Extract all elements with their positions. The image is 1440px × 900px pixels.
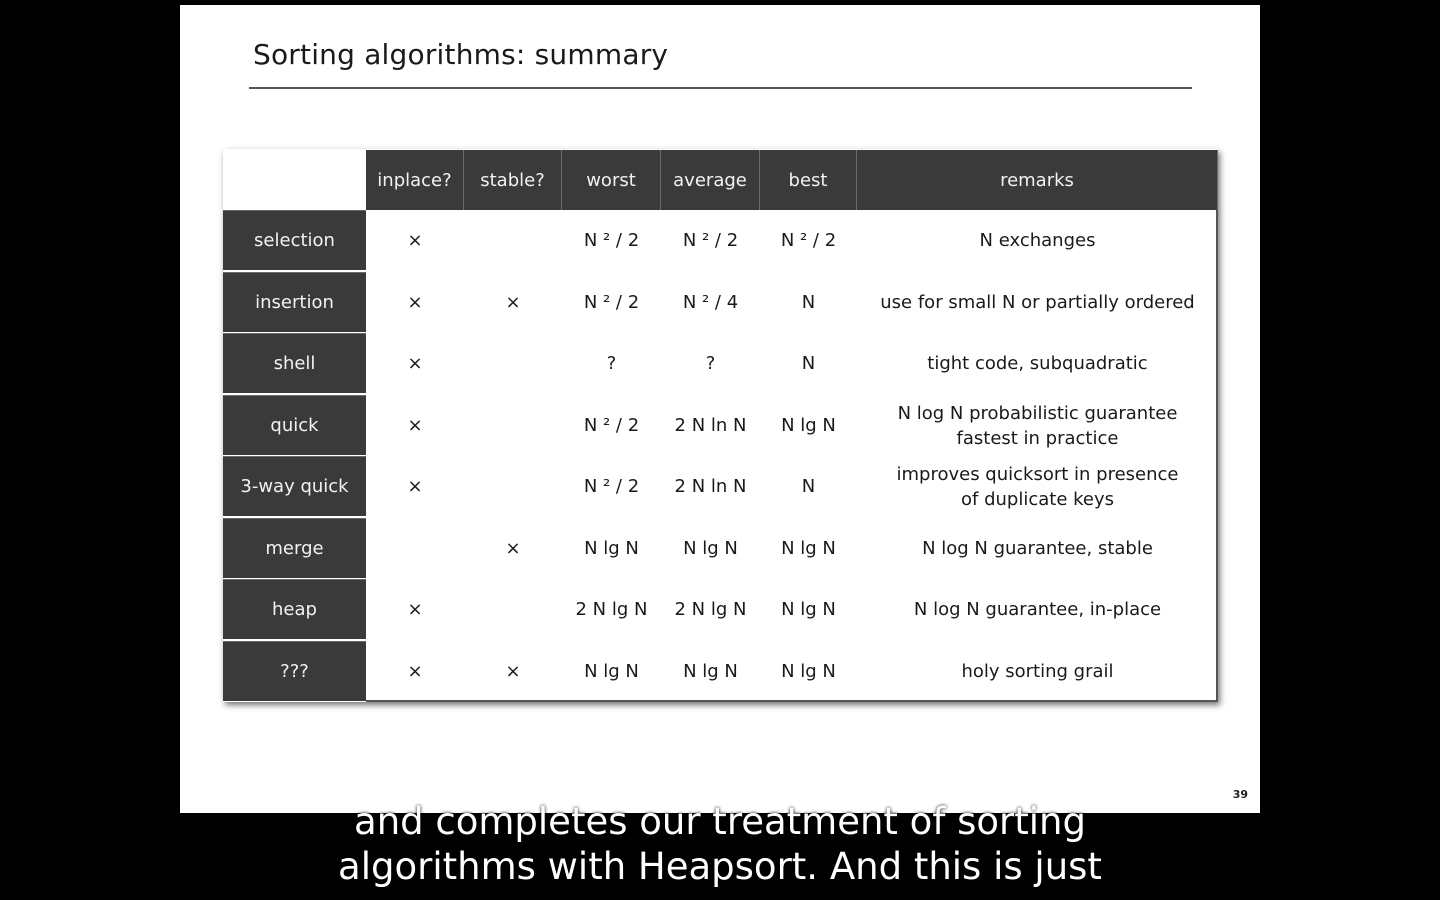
row-label: insertion (223, 272, 366, 332)
cell-worst: N lg N (584, 538, 639, 559)
row-label: 3-way quick (223, 456, 366, 516)
header-worst: worst (562, 150, 661, 210)
header-average: average (661, 150, 760, 210)
title-rule (249, 87, 1192, 89)
cell-inplace: × (407, 661, 423, 682)
cell-worst: N ² / 2 (583, 415, 640, 436)
cell-best: N lg N (781, 599, 836, 620)
cell-remarks: N log N guarantee, stable (857, 518, 1218, 579)
cell-best: N lg N (781, 661, 836, 682)
cell-stable (464, 395, 562, 456)
cell-remarks: improves quicksort in presence of duplica… (857, 456, 1218, 517)
remark-line: N exchanges (979, 230, 1096, 251)
cell-worst: ? (606, 353, 617, 374)
slide: Sorting algorithms: summary 39 inplace? s… (180, 5, 1260, 813)
table-body (366, 210, 1218, 702)
cell-inplace: × (407, 599, 423, 620)
cell-remarks: use for small N or partially ordered (857, 272, 1218, 333)
cell-best: N (801, 353, 816, 374)
cell-stable: × (505, 292, 521, 313)
caption-line-1: and completes our treatment of sorting (354, 800, 1086, 843)
cell-stable (464, 579, 562, 640)
cell-best: N lg N (781, 538, 836, 559)
caption-line-2: algorithms with Heapsort. And this is ju… (338, 845, 1102, 888)
cell-remarks: tight code, subquadratic (857, 333, 1218, 394)
remark-line: N log N guarantee, in-place (913, 599, 1162, 620)
row-label: ??? (223, 641, 366, 701)
row-label: heap (223, 579, 366, 639)
cell-average: N ² / 2 (682, 230, 739, 251)
cell-average: N ² / 4 (682, 292, 739, 313)
header-stable: stable? (464, 150, 562, 210)
cell-stable: × (505, 538, 521, 559)
cell-worst: N ² / 2 (583, 476, 640, 497)
row-label: merge (223, 518, 366, 578)
cell-inplace: × (407, 353, 423, 374)
cell-average: ? (705, 353, 716, 374)
remark-line: holy sorting grail (961, 661, 1114, 682)
cell-remarks: N log N guarantee, in-place (857, 579, 1218, 640)
header-remarks: remarks (857, 150, 1218, 210)
cell-average: N lg N (683, 661, 738, 682)
header-inplace: inplace? (366, 150, 464, 210)
cell-worst: N lg N (584, 661, 639, 682)
remark-line: fastest in practice (956, 427, 1119, 449)
cell-inplace: × (407, 292, 423, 313)
cell-inplace (366, 518, 464, 579)
cell-inplace: × (407, 415, 423, 436)
cell-worst: N ² / 2 (583, 230, 640, 251)
slide-title: Sorting algorithms: summary (253, 38, 669, 71)
cell-best: N lg N (781, 415, 836, 436)
cell-inplace: × (407, 476, 423, 497)
remark-line: use for small N or partially ordered (880, 292, 1195, 313)
cell-remarks: N log N probabilistic guarantee fastest i… (857, 395, 1218, 456)
remark-line: tight code, subquadratic (927, 353, 1148, 374)
cell-stable (464, 456, 562, 517)
cell-remarks: holy sorting grail (857, 641, 1218, 702)
remark-line: N log N guarantee, stable (922, 538, 1153, 559)
row-label: selection (223, 210, 366, 270)
cell-best: N (801, 476, 816, 497)
cell-remarks: N exchanges (857, 210, 1218, 271)
cell-worst: N ² / 2 (583, 292, 640, 313)
page-number: 39 (1232, 788, 1248, 801)
remark-line: of duplicate keys (961, 488, 1114, 510)
header-best: best (760, 150, 857, 210)
row-label: quick (223, 395, 366, 455)
remark-line: improves quicksort in presence (896, 463, 1179, 485)
cell-average: N lg N (683, 538, 738, 559)
cell-average: 2 N lg N (674, 599, 747, 620)
cell-stable (464, 333, 562, 394)
row-label: shell (223, 333, 366, 393)
cell-inplace: × (407, 230, 423, 251)
cell-stable (464, 210, 562, 271)
cell-best: N ² / 2 (780, 230, 837, 251)
cell-average: 2 N ln N (674, 415, 747, 436)
cell-best: N (801, 292, 816, 313)
cell-stable: × (505, 661, 521, 682)
cell-worst: 2 N lg N (575, 599, 648, 620)
cell-average: 2 N ln N (674, 476, 747, 497)
remark-line: N log N probabilistic guarantee (897, 402, 1178, 424)
